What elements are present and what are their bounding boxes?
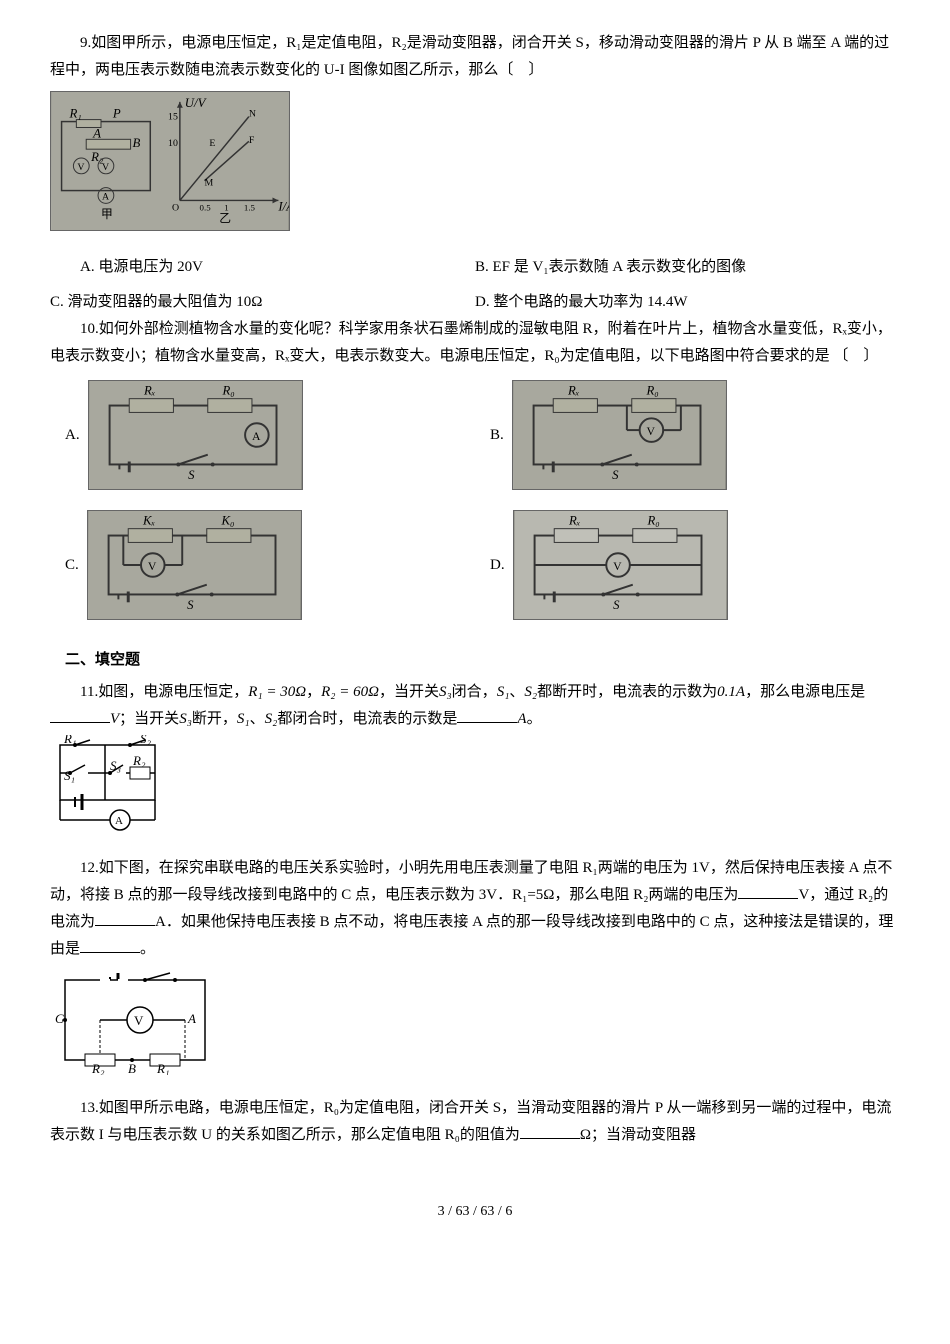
svg-text:R₀: R₀ <box>646 514 659 528</box>
svg-text:R₁: R₁ <box>68 107 81 121</box>
q12-blank2[interactable] <box>95 911 155 926</box>
svg-text:B: B <box>128 1061 136 1075</box>
svg-text:乙: 乙 <box>219 211 231 225</box>
q9-image: R₁ P A B R₂ V V A 甲 U/V I/A 15 10 O 0.5 … <box>50 86 900 246</box>
svg-text:V: V <box>134 1013 144 1028</box>
page-footer: 3 / 63 / 63 / 6 <box>50 1199 900 1224</box>
svg-text:F: F <box>249 135 255 146</box>
q10-text: 10.如何外部检测植物含水量的变化呢？科学家用条状石墨烯制成的湿敏电阻 R，附着… <box>50 316 900 370</box>
q9-text: 9.如图甲所示，电源电压恒定，R₁是定值电阻，R₂是滑动变阻器，闭合开关 S，移… <box>50 30 900 84</box>
svg-text:V: V <box>148 560 157 573</box>
svg-text:S: S <box>613 598 620 612</box>
q10-labelD: D. <box>490 552 505 579</box>
svg-text:A: A <box>92 126 101 140</box>
q12-blank1[interactable] <box>738 884 798 899</box>
q9-options-2: C. 滑动变阻器的最大阻值为 10Ω D. 整个电路的最大功率为 14.4W <box>50 289 900 316</box>
svg-text:K₀: K₀ <box>220 514 234 528</box>
q9-optC: C. 滑动变阻器的最大阻值为 10Ω <box>50 289 475 316</box>
q12-text: 12.如下图，在探究串联电路的电压关系实验时，小明先用电压表测量了电阻 R₁两端… <box>50 855 900 963</box>
svg-text:10: 10 <box>168 138 178 149</box>
q12-image: V C A R₂ R₁ B <box>50 965 900 1085</box>
svg-text:15: 15 <box>168 112 178 123</box>
q12-blank3[interactable] <box>80 938 140 953</box>
svg-text:A: A <box>187 1011 196 1026</box>
svg-text:B: B <box>133 136 141 150</box>
q10-imgB: Rₓ R₀ V S <box>512 380 727 490</box>
q9-optD: D. 整个电路的最大功率为 14.4W <box>475 289 900 316</box>
svg-text:Kₓ: Kₓ <box>142 514 156 528</box>
q10-options: A. Rₓ R₀ A S B. Rₓ R₀ V <box>50 375 900 635</box>
svg-text:M: M <box>204 178 213 189</box>
q10-labelB: B. <box>490 422 504 449</box>
q13-blank1[interactable] <box>520 1124 580 1139</box>
q13-text: 13.如图甲所示电路，电源电压恒定，R₀为定值电阻，闭合开关 S，当滑动变阻器的… <box>50 1095 900 1149</box>
svg-text:R₂: R₂ <box>91 1061 105 1075</box>
svg-text:S₁: S₁ <box>64 768 75 783</box>
svg-text:A: A <box>102 191 110 202</box>
q9-optB: B. EF 是 V₁表示数随 A 表示数变化的图像 <box>475 254 900 281</box>
svg-text:R₀: R₀ <box>221 384 234 398</box>
section-2-title: 二、填空题 <box>50 647 900 674</box>
svg-text:S: S <box>187 598 194 612</box>
q11-text: 11.如图，电源电压恒定，R₁ = 30Ω，R₂ = 60Ω，当开关S₃闭合，S… <box>50 679 900 733</box>
svg-text:C: C <box>55 1011 64 1026</box>
svg-text:E: E <box>209 138 215 149</box>
svg-text:S: S <box>188 468 195 482</box>
svg-text:V: V <box>613 560 622 573</box>
svg-text:R₂: R₂ <box>132 753 146 768</box>
svg-text:A: A <box>252 430 261 443</box>
svg-text:V: V <box>646 425 655 438</box>
svg-text:1.5: 1.5 <box>244 202 256 212</box>
svg-text:Rₓ: Rₓ <box>568 514 581 528</box>
svg-text:V: V <box>102 162 109 173</box>
svg-text:Rₓ: Rₓ <box>143 384 156 398</box>
svg-text:P: P <box>112 107 121 121</box>
q11-blank1[interactable] <box>50 708 110 723</box>
svg-text:N: N <box>249 109 256 120</box>
svg-text:0.5: 0.5 <box>200 202 212 212</box>
q10-imgA: Rₓ R₀ A S <box>88 380 303 490</box>
q11-image: R₁ S₂ S₁ S₃ R₂ A <box>50 735 900 845</box>
svg-text:A: A <box>115 815 123 827</box>
q10-imgD: Rₓ R₀ V S <box>513 510 728 620</box>
q10-labelA: A. <box>65 422 80 449</box>
q10-labelC: C. <box>65 552 79 579</box>
q10-imgC: Kₓ K₀ V S <box>87 510 302 620</box>
q9-options: A. 电源电压为 20V B. EF 是 V₁表示数随 A 表示数变化的图像 <box>50 254 900 281</box>
svg-text:O: O <box>172 202 179 213</box>
svg-text:甲: 甲 <box>101 207 113 221</box>
svg-text:R₀: R₀ <box>645 384 658 398</box>
svg-text:S₃: S₃ <box>110 758 121 773</box>
svg-text:V: V <box>77 162 84 173</box>
q9-optA: A. 电源电压为 20V <box>50 254 475 281</box>
svg-text:Rₓ: Rₓ <box>567 384 580 398</box>
svg-text:S: S <box>612 468 619 482</box>
q11-blank2[interactable] <box>457 708 517 723</box>
svg-text:R₁: R₁ <box>156 1061 169 1075</box>
svg-text:I/A: I/A <box>277 199 290 213</box>
svg-text:U/V: U/V <box>185 96 208 110</box>
